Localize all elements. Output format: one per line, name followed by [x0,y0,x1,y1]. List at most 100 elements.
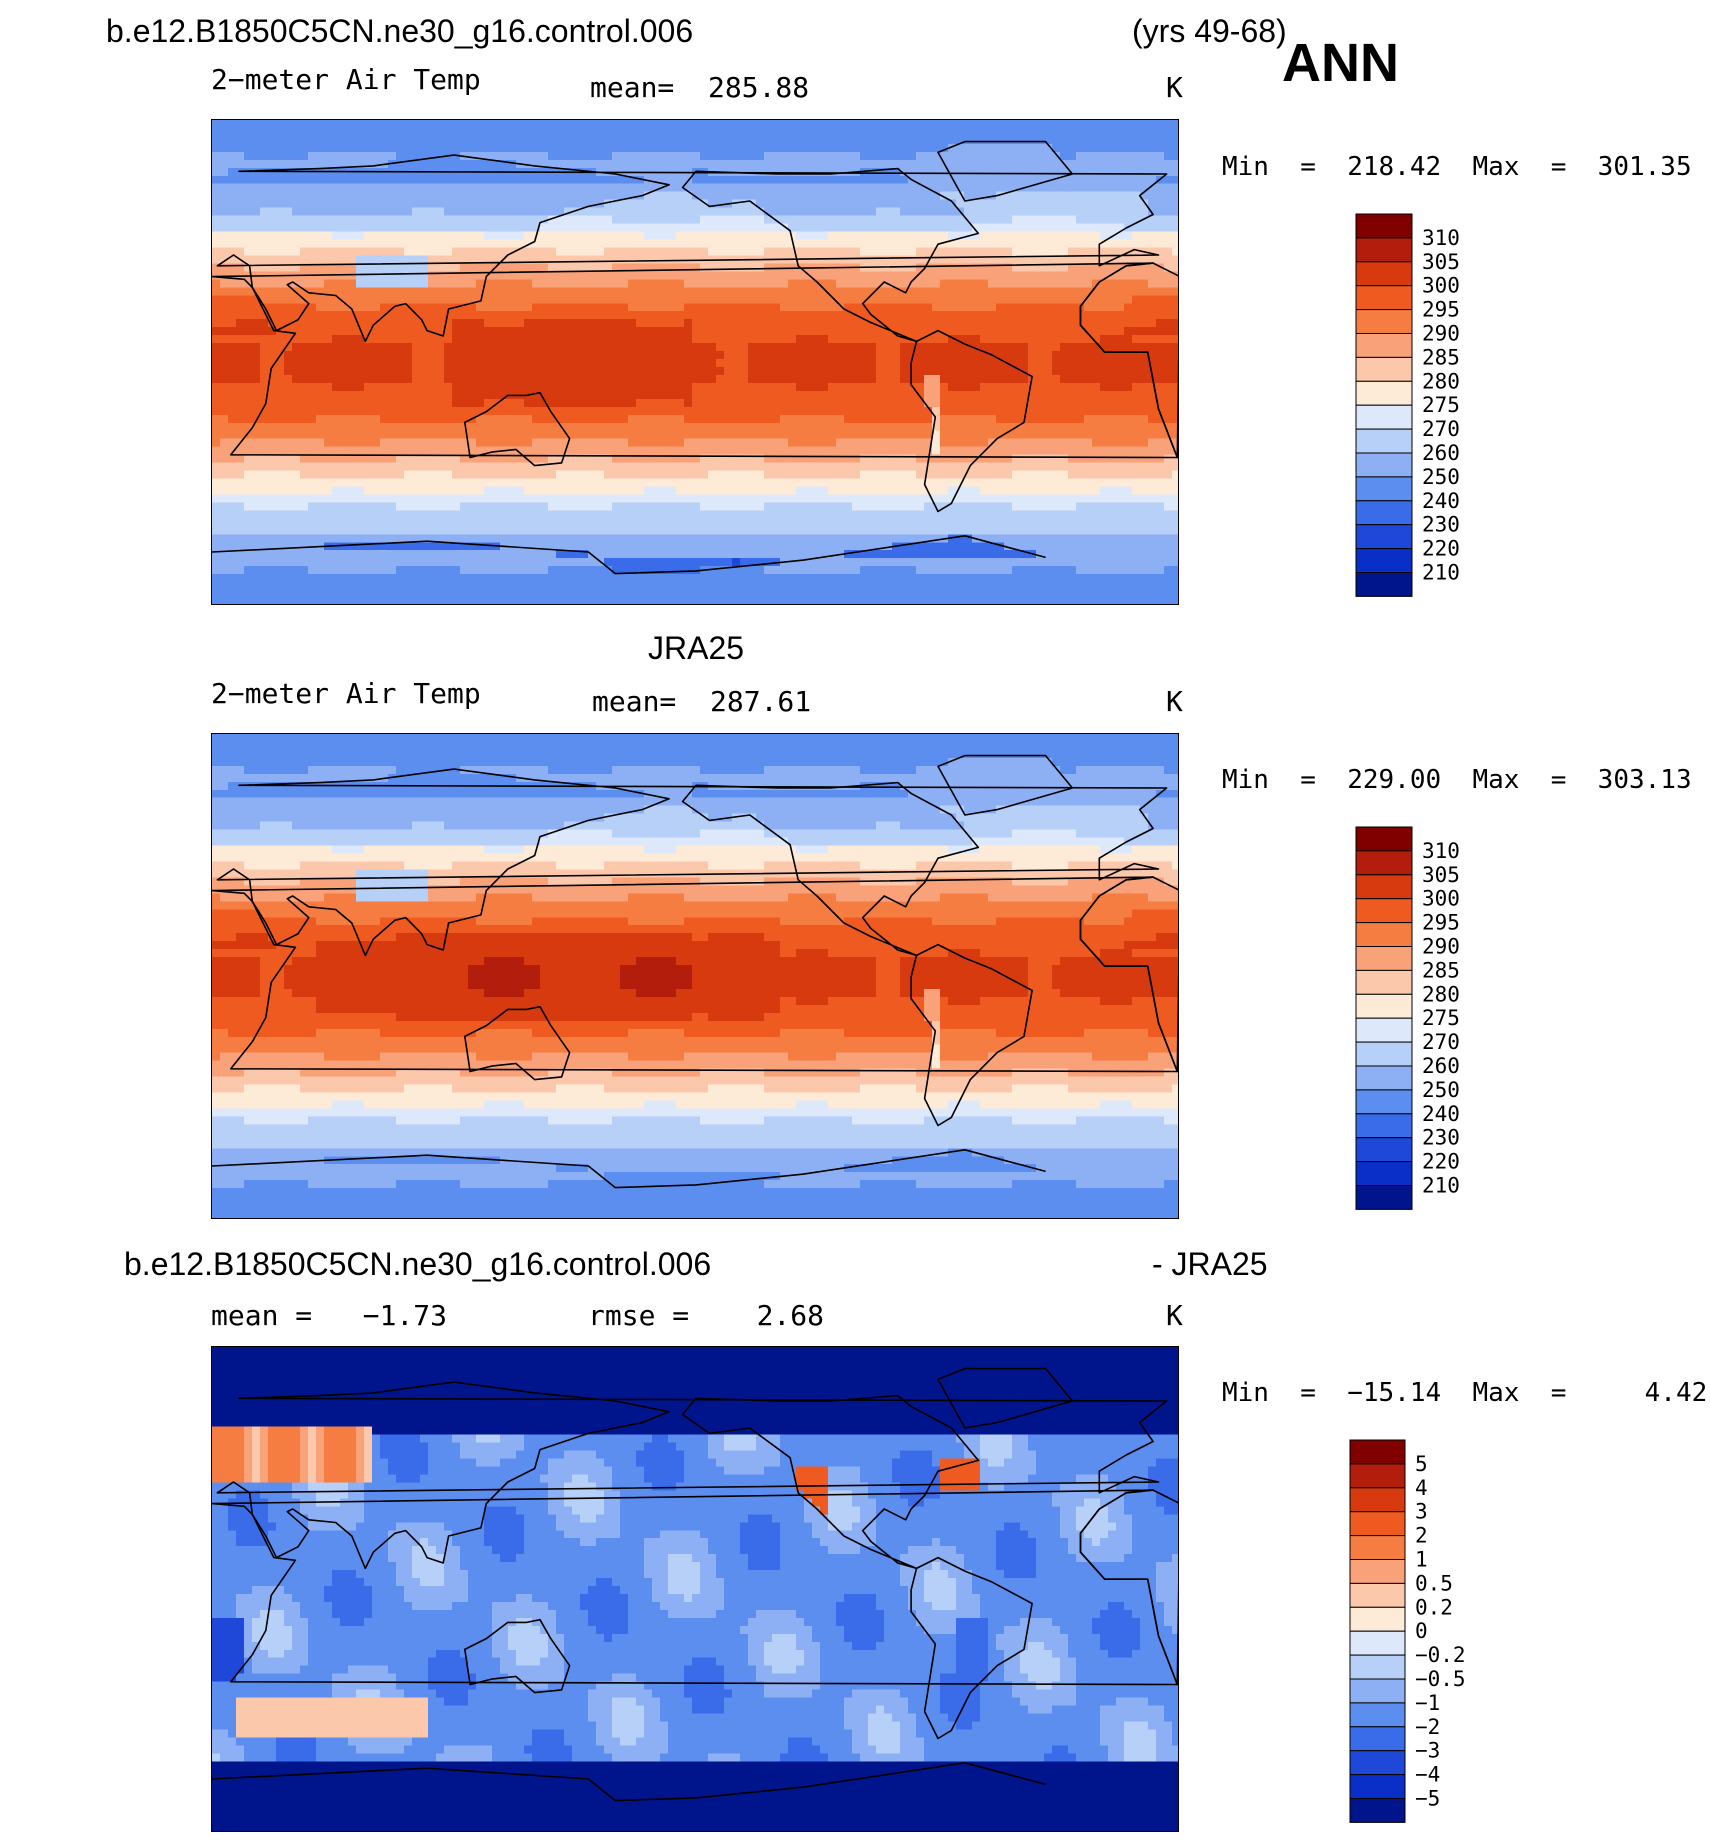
coastline-antarctica [212,1148,1046,1189]
colorbar-tick-label: 310 [1422,839,1460,863]
colorbar-box [1355,1137,1413,1163]
panel-model-minmax: Min = 218.42 Max = 301.35 [1222,154,1692,180]
colorbar-tick-label: 0.5 [1415,1571,1453,1595]
colorbar-diff: 5 4 3 2 1 0.5 0.2 0 −0.2 −0.5 −1 −2 −3 −4 −5 [1349,1439,1480,1823]
colorbar-tick-label: 250 [1422,1078,1460,1102]
coastlines [212,1367,1178,1802]
colorbar-box [1355,548,1413,574]
panel-obs-mean: mean= 287.61 [592,688,811,716]
colorbar-box [1349,1774,1406,1800]
coastline-australia [464,391,571,467]
colorbar-tick-label: 310 [1422,226,1460,250]
colorbar-box [1355,452,1413,478]
colorbar-box [1349,1582,1406,1608]
coastline-greenland [937,1367,1074,1429]
colorbar-box [1355,1089,1413,1115]
colorbar-box [1349,1678,1406,1704]
field-cells [212,1347,1178,1831]
colorbar-tick-label: 300 [1422,887,1460,911]
colorbar-box [1355,356,1413,382]
colorbar-box [1355,285,1413,311]
field-cells [212,120,1178,604]
colorbar-tick-label: −4 [1415,1763,1440,1787]
colorbar-box [1349,1535,1406,1560]
colorbar-box [1355,898,1413,924]
colorbar-tick-label: 275 [1422,1006,1460,1030]
colorbar-box [1355,874,1413,900]
colorbar-tick-label: −3 [1415,1739,1440,1763]
coastline-namerica [681,1394,980,1570]
colorbar-tick-label: 260 [1422,441,1460,465]
coastline-samerica [910,329,1033,513]
colorbar-tick-label: 300 [1422,274,1460,298]
map-obs-svg [212,734,1178,1218]
colorbar-tick-label: 295 [1422,298,1460,322]
colorbar-tick-label: −2 [1415,1715,1440,1739]
panel-model-units: K [1166,74,1183,102]
panel-diff-title-right: - JRA25 [1152,1248,1268,1280]
colorbar-box [1355,428,1413,454]
colorbar-tick-label: 3 [1415,1500,1428,1524]
colorbar-tick-label: 240 [1422,489,1460,513]
colorbar-tick-label: 4 [1415,1476,1428,1500]
colorbar-box [1355,261,1413,287]
colorbar-box [1355,237,1413,263]
colorbar-tick-label: 210 [1422,1174,1460,1198]
colorbar-box [1355,524,1413,550]
colorbar-tick-label: 280 [1422,982,1460,1006]
colorbar-box [1349,1463,1406,1489]
coastline-greenland [937,754,1074,816]
coastline-eurasia [216,154,1168,343]
colorbar-tick-label: −1 [1415,1691,1440,1715]
colorbar-box [1355,213,1413,239]
panel-diff-units: K [1166,1302,1183,1330]
colorbar-tick-label: −0.2 [1415,1643,1466,1667]
colorbar-tick-label: 0.2 [1415,1595,1453,1619]
colorbar-tick-label: 270 [1422,417,1460,441]
coastline-wrap [1079,1489,1178,1686]
colorbar-box [1349,1702,1406,1728]
coastline-eurasia [216,768,1168,957]
colorbar-box [1349,1726,1406,1752]
colorbar-box [1355,969,1413,995]
colorbar-box [1355,333,1413,358]
colorbar-tick-label: −0.5 [1415,1667,1466,1691]
colorbar-box [1355,309,1413,334]
colorbar-box [1355,404,1413,430]
colorbar-box [1355,826,1413,852]
map-model [211,119,1179,605]
colorbar-model: 310 305 300 295 290 285 280 275 270 260 250 240 230 2… [1355,213,1486,597]
colorbar-box [1355,572,1413,597]
panel-diff-title: b.e12.B1850C5CN.ne30_g16.control.006 [124,1248,711,1280]
colorbar-box [1355,1113,1413,1139]
colorbar-tick-label: 220 [1422,1150,1460,1174]
colorbar-tick-label: 280 [1422,369,1460,393]
colorbar-obs-svg: 3103053002952902852802752702602502402302… [1355,826,1460,1210]
colorbar-box [1349,1487,1406,1513]
colorbar-tick-label: 220 [1422,537,1460,561]
coastline-australia [464,1005,571,1081]
colorbar-box [1355,1041,1413,1067]
colorbar-box [1349,1654,1406,1680]
map-obs [211,733,1179,1219]
colorbar-box [1349,1439,1406,1465]
colorbar-box [1355,1065,1413,1091]
coastline-samerica [910,943,1033,1127]
map-diff-svg [212,1347,1178,1831]
colorbar-tick-label: 230 [1422,1126,1460,1150]
colorbar-box [1349,1606,1406,1632]
colorbar-tick-label: 285 [1422,958,1460,982]
panel-obs-title: JRA25 [648,632,744,664]
colorbar-box [1355,922,1413,947]
colorbar-tick-label: 305 [1422,863,1460,887]
colorbar-tick-label: 1 [1415,1548,1428,1572]
colorbar-tick-label: 275 [1422,393,1460,417]
case-title: b.e12.B1850C5CN.ne30_g16.control.006 [106,15,693,47]
colorbar-box [1355,380,1413,406]
colorbar-tick-label: 250 [1422,465,1460,489]
panel-diff-rmse: rmse = 2.68 [588,1302,824,1330]
panel-model-mean: mean= 285.88 [590,74,809,102]
map-model-svg [212,120,1178,604]
colorbar-box [1355,993,1413,1019]
